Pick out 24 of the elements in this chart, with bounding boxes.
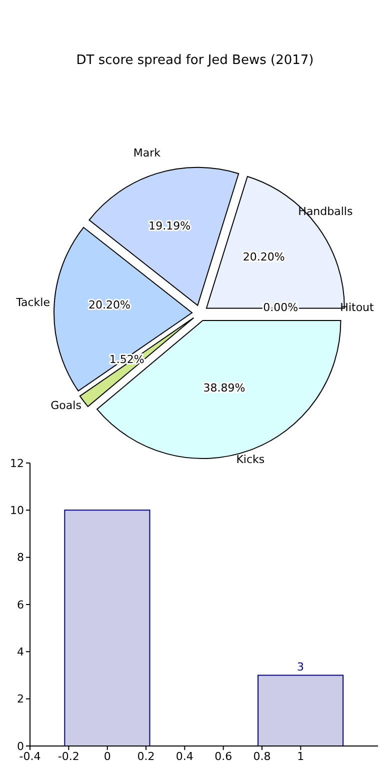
x-tick-label: 1	[297, 750, 304, 763]
y-tick-label: 4	[17, 646, 24, 659]
data-label: 20.20%	[88, 298, 130, 312]
data-label: 3	[297, 660, 304, 674]
y-tick-label: 10	[10, 504, 24, 518]
chart-title: DT score spread for Jed Bews (2017)	[75, 53, 315, 68]
x-tick-label: -0.2	[58, 750, 80, 763]
y-tick-label: 8	[17, 551, 24, 564]
y-tick-label: 12	[10, 456, 24, 470]
x-tick-label: 0.8	[253, 750, 271, 763]
x-tick-label: 0.6	[214, 750, 232, 763]
category-label: Hitout	[340, 301, 374, 314]
x-tick-label: 0	[104, 750, 111, 763]
data-label: 20.20%	[242, 250, 285, 264]
data-label: 19.19%	[148, 219, 191, 232]
slice-label: Mark	[133, 146, 162, 160]
data-label: 38.89%	[203, 381, 246, 394]
y-tick-label: 6	[17, 598, 24, 612]
x-tick-label: 0.4	[176, 750, 194, 763]
slice-label: Goals	[50, 399, 82, 412]
slice-label: Kicks	[236, 453, 265, 466]
slice-label: Tackle	[15, 296, 50, 309]
x-tick-label: 0.2	[137, 750, 155, 763]
y-tick-label: 2	[17, 692, 24, 706]
